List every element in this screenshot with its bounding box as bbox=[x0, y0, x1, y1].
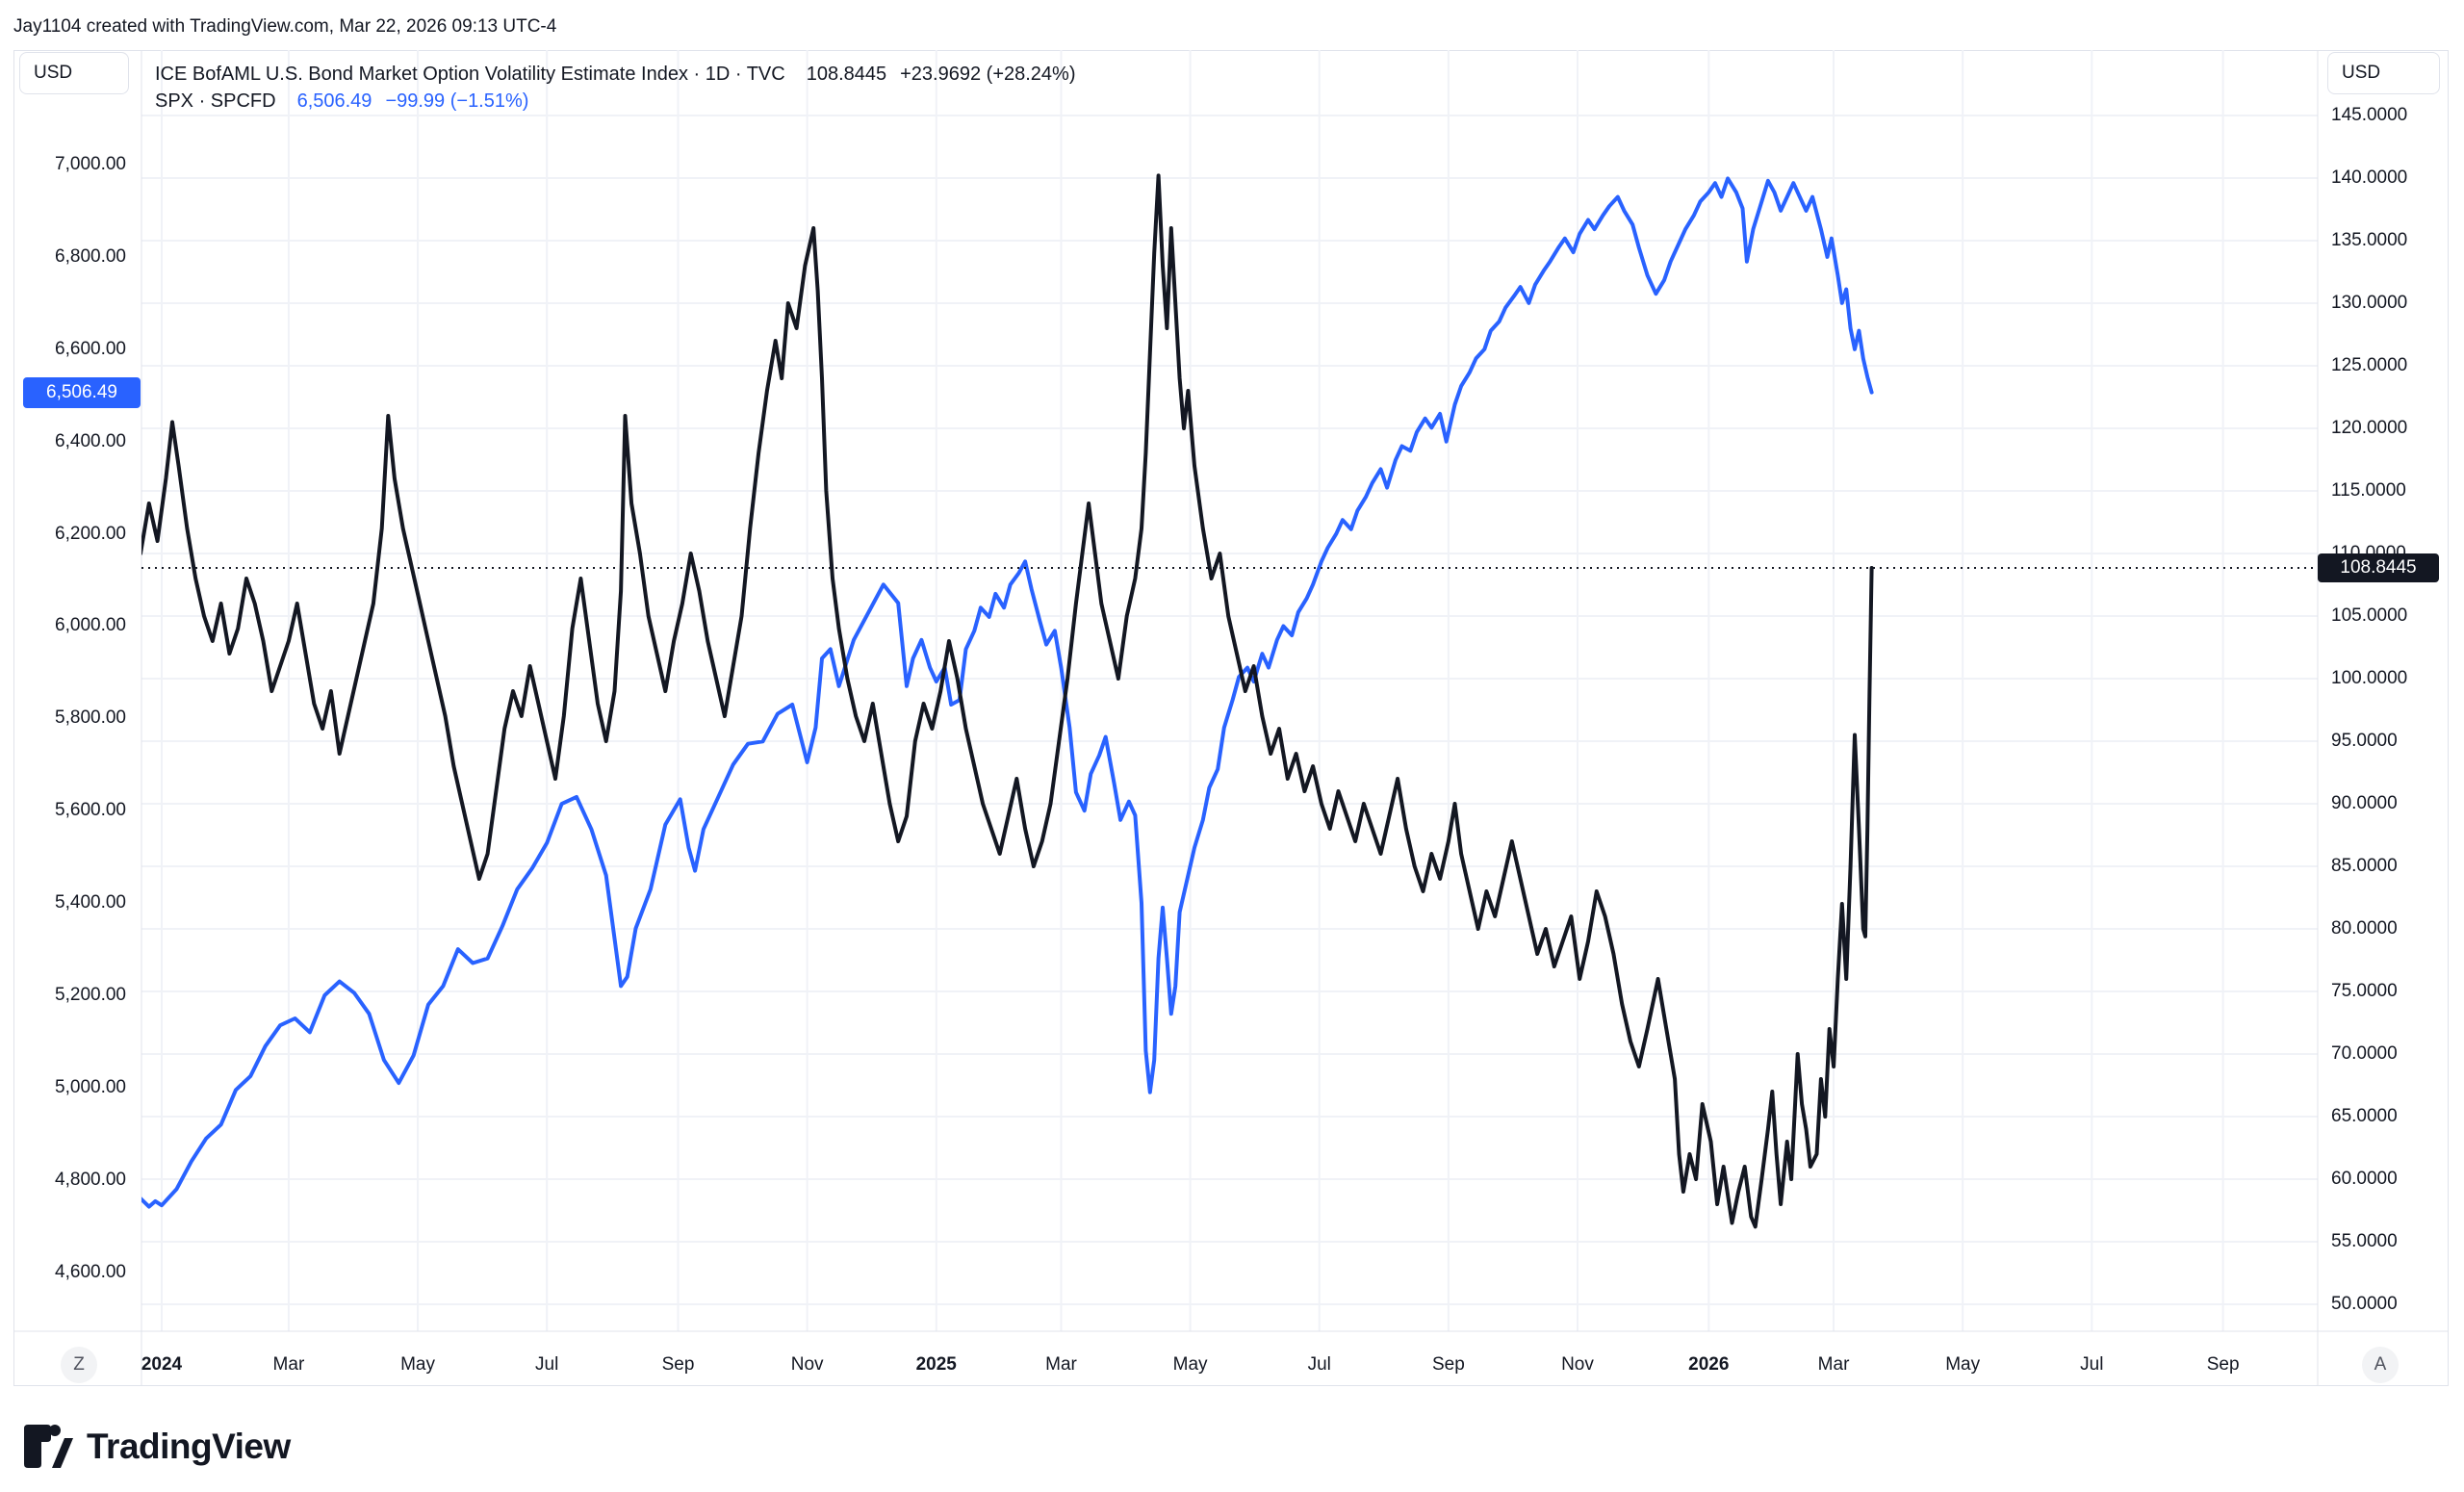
time-scale[interactable]: 2024 Mar May Jul Sep Nov 2025 Mar May Jul Sep Nov 20… bbox=[141, 1350, 2318, 1380]
left-axis-tick-label: 6,200.00 bbox=[55, 523, 126, 544]
time-axis-tick-label: May bbox=[400, 1354, 435, 1375]
time-axis-tick-label: Mar bbox=[272, 1354, 305, 1375]
time-axis-tick-label: Nov bbox=[1561, 1354, 1594, 1375]
right-axis-tick-label: 85.0000 bbox=[2331, 856, 2398, 876]
time-axis-tick-label: Mar bbox=[1045, 1354, 1077, 1375]
right-scale-currency-button[interactable]: USD bbox=[2327, 52, 2440, 94]
time-axis-tick-label: Sep bbox=[2206, 1354, 2240, 1375]
time-axis-tick-label: Jul bbox=[2080, 1354, 2104, 1375]
left-axis-tick-label: 5,000.00 bbox=[55, 1076, 126, 1097]
legend-row-spx[interactable]: SPX · SPCFD 6,506.49 −99.99 (−1.51%) bbox=[155, 88, 528, 115]
left-axis-tick-label: 6,600.00 bbox=[55, 338, 126, 359]
right-axis-tick-label: 115.0000 bbox=[2331, 480, 2406, 501]
right-axis-tick-label: 50.0000 bbox=[2331, 1294, 2398, 1314]
left-axis-tick-label: 4,600.00 bbox=[55, 1261, 126, 1282]
right-axis-tick-label: 75.0000 bbox=[2331, 981, 2398, 1001]
time-axis-tick-label: Sep bbox=[1431, 1354, 1465, 1375]
time-axis-tick-label: Sep bbox=[661, 1354, 695, 1375]
left-axis-tick-label: 6,000.00 bbox=[55, 615, 126, 636]
right-axis-tick-label: 130.0000 bbox=[2331, 293, 2408, 313]
time-axis-tick-label: Jul bbox=[1307, 1354, 1331, 1375]
time-axis-tick-label: Nov bbox=[790, 1354, 824, 1375]
spx-last-value: 6,506.49 bbox=[296, 90, 372, 112]
left-axis-tick-label: 4,800.00 bbox=[55, 1169, 126, 1190]
move-symbol-title[interactable]: ICE BofAML U.S. Bond Market Option Volat… bbox=[155, 64, 785, 85]
tradingview-logo[interactable]: TradingView bbox=[23, 1423, 291, 1471]
left-axis-tick-label: 7,000.00 bbox=[55, 154, 126, 174]
left-axis-tick-label: 5,600.00 bbox=[55, 800, 126, 821]
left-axis-tick-label: 6,800.00 bbox=[55, 245, 126, 267]
spx-series-line bbox=[141, 176, 1874, 1209]
time-axis-tick-label: 2026 bbox=[1688, 1354, 1730, 1375]
legend-row-move[interactable]: ICE BofAML U.S. Bond Market Option Volat… bbox=[155, 61, 1076, 88]
scroll-left-button[interactable]: Z bbox=[61, 1347, 97, 1383]
right-axis-tick-label: 70.0000 bbox=[2331, 1043, 2398, 1064]
right-axis-tick-label: 125.0000 bbox=[2331, 355, 2408, 375]
scroll-right-button[interactable]: A bbox=[2362, 1347, 2399, 1383]
right-axis-tick-label: 95.0000 bbox=[2331, 731, 2398, 751]
right-axis-tick-label: 60.0000 bbox=[2331, 1169, 2398, 1189]
series-group bbox=[141, 173, 1874, 1229]
move-last-value: 108.8445 bbox=[806, 64, 887, 85]
right-axis-tick-label: 145.0000 bbox=[2331, 105, 2408, 125]
right-axis-tick-label: 65.0000 bbox=[2331, 1106, 2398, 1126]
right-axis-tick-label: 105.0000 bbox=[2331, 605, 2408, 626]
left-axis-tick-label: 5,400.00 bbox=[55, 892, 126, 913]
time-axis-tick-label: May bbox=[1945, 1354, 1981, 1375]
right-axis-tick-label: 120.0000 bbox=[2331, 418, 2408, 438]
time-axis-tick-label: 2024 bbox=[141, 1354, 183, 1375]
left-axis-tick-label: 5,800.00 bbox=[55, 707, 126, 729]
move-series-line bbox=[141, 173, 1874, 1229]
spx-change-value: −99.99 (−1.51%) bbox=[385, 90, 529, 112]
spx-price-badge: 6,506.49 bbox=[23, 376, 141, 408]
attribution-text: Jay1104 created with TradingView.com, Ma… bbox=[13, 16, 557, 37]
right-axis-tick-label: 80.0000 bbox=[2331, 918, 2398, 939]
tradingview-logo-text: TradingView bbox=[87, 1427, 291, 1466]
right-axis-tick-label: 100.0000 bbox=[2331, 668, 2408, 688]
left-axis-tick-label: 5,200.00 bbox=[55, 985, 126, 1006]
move-change-value: +23.9692 (+28.24%) bbox=[900, 64, 1076, 85]
time-axis-tick-label: Mar bbox=[1817, 1354, 1850, 1375]
tradingview-logo-icon bbox=[24, 1425, 73, 1468]
right-axis-tick-label: 90.0000 bbox=[2331, 793, 2398, 813]
right-axis-tick-label: 135.0000 bbox=[2331, 230, 2408, 250]
left-scale-currency-button[interactable]: USD bbox=[19, 52, 129, 94]
right-axis-tick-label: 55.0000 bbox=[2331, 1231, 2398, 1251]
move-price-badge: 108.8445 bbox=[2318, 553, 2439, 583]
time-axis-tick-label: Jul bbox=[535, 1354, 559, 1375]
left-axis-tick-label: 6,400.00 bbox=[55, 430, 126, 451]
time-axis-tick-label: 2025 bbox=[915, 1354, 957, 1375]
right-axis-tick-label: 140.0000 bbox=[2331, 167, 2408, 188]
chart-widget bbox=[13, 50, 2449, 1386]
spx-symbol-title[interactable]: SPX · SPCFD bbox=[155, 90, 276, 112]
time-axis-tick-label: May bbox=[1172, 1354, 1208, 1375]
